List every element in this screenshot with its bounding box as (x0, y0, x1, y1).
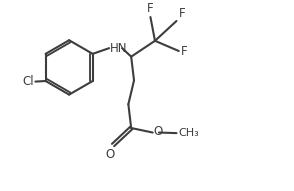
Text: F: F (179, 7, 186, 20)
Text: O: O (154, 125, 163, 138)
Text: F: F (147, 2, 154, 15)
Text: CH₃: CH₃ (178, 128, 199, 138)
Text: F: F (181, 45, 188, 57)
Text: O: O (106, 148, 115, 161)
Text: Cl: Cl (23, 75, 34, 88)
Text: HN: HN (110, 42, 127, 55)
